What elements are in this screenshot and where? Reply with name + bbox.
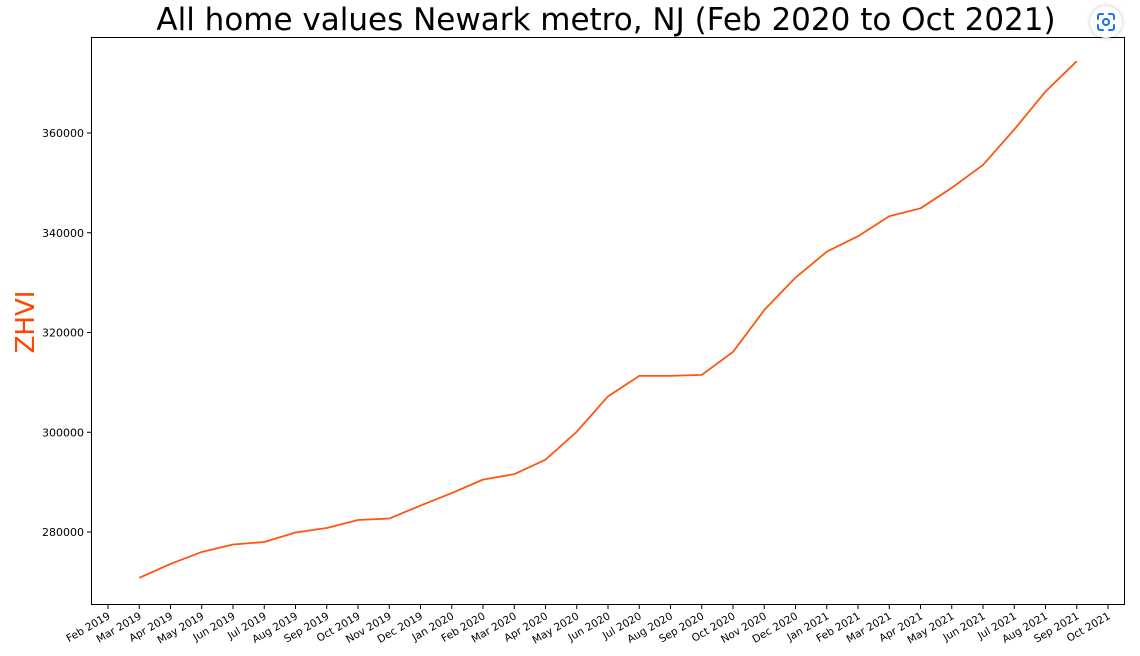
chart-title: All home values Newark metro, NJ (Feb 20… (156, 2, 1055, 38)
y-tick-label: 280000 (42, 526, 84, 539)
plot-area-frame (91, 37, 1125, 605)
y-axis-label: ZHVI (11, 291, 41, 354)
lens-icon (1097, 13, 1115, 31)
y-tick-label: 340000 (42, 227, 84, 240)
visual-search-button[interactable] (1090, 6, 1122, 38)
y-tick-label: 300000 (42, 426, 84, 439)
y-tick-label: 360000 (42, 127, 84, 140)
series-line (138, 60, 1078, 579)
y-axis-ticks: 280000 300000 320000 340000 360000 (42, 127, 92, 539)
y-tick-label: 320000 (42, 327, 84, 340)
